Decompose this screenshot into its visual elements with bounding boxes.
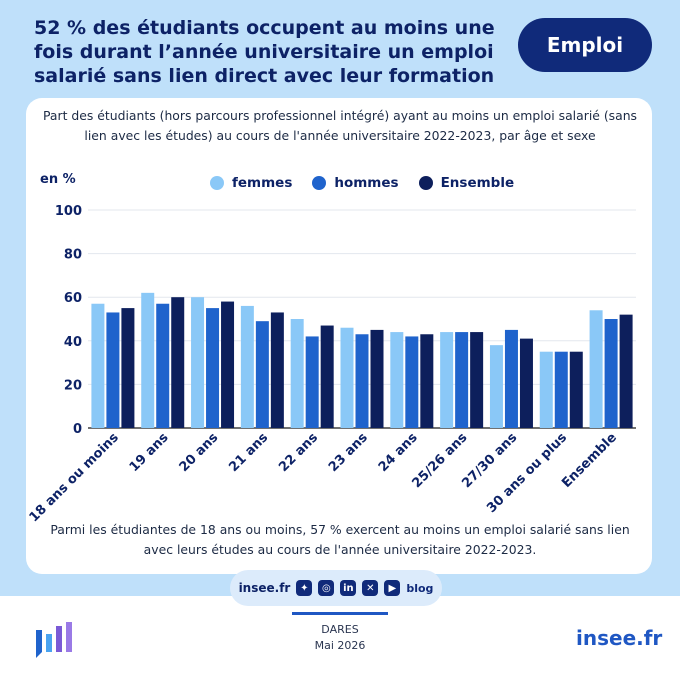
bar-ensemble [470,332,484,428]
bar-hommes [355,334,369,428]
bar-ensemble [519,338,533,428]
legend-label-femmes: femmes [232,175,293,191]
bar-femmes [290,319,304,428]
bar-ensemble [619,314,633,428]
x-tick-label: 22 ans [276,430,321,475]
page-title: 52 % des étudiants occupent au moins une… [34,17,495,87]
bar-hommes [106,312,120,428]
legend-item-femmes: femmes [210,175,292,191]
chart-legend: femmes hommes Ensemble [210,175,514,191]
bar-ensemble [171,297,185,428]
x-tick-label: 24 ans [376,430,421,475]
bar-femmes [440,332,454,428]
y-tick-label: 40 [64,335,82,350]
bar-hommes [504,329,518,428]
bluesky-icon[interactable]: ✦ [296,580,313,596]
brand-link[interactable]: insee.fr [576,626,663,650]
y-axis-unit: en % [40,172,76,187]
youtube-icon[interactable]: ▶ [384,580,401,596]
legend-label-hommes: hommes [334,175,399,191]
bar-hommes [305,336,319,428]
bar-ensemble [221,301,235,428]
bar-femmes [539,351,553,428]
instagram-icon[interactable]: ◎ [318,580,335,596]
chart-subtitle: Part des étudiants (hors parcours profes… [42,108,638,143]
footer [0,596,680,680]
bar-femmes [191,297,205,428]
legend-dot-femmes [210,176,224,190]
bar-ensemble [370,329,384,428]
bar-ensemble [270,312,284,428]
legend-label-ensemble: Ensemble [440,175,515,191]
y-tick-label: 0 [73,422,82,437]
bar-hommes [255,321,269,428]
chart-note: Parmi les étudiantes de 18 ans ou moins,… [50,522,630,557]
blog-icon[interactable]: blog [406,581,434,595]
legend-dot-ensemble [418,176,433,190]
x-tick-label: 20 ans [177,430,222,475]
bar-hommes [405,336,419,428]
x-tick-label: 19 ans [127,430,172,475]
bar-femmes [91,303,105,428]
legend-item-ensemble: Ensemble [418,175,515,191]
y-tick-label: 80 [64,248,82,263]
bar-hommes [156,303,170,428]
y-tick-label: 100 [55,204,82,219]
category-badge: Emploi [518,18,652,72]
x-tick-label: 23 ans [326,430,371,475]
x-icon[interactable]: ✕ [362,580,379,596]
site-link[interactable]: insee.fr [238,581,291,595]
bar-femmes [589,310,603,428]
bar-femmes [141,292,155,428]
bar-hommes [455,332,469,428]
bar-ensemble [569,351,583,428]
linkedin-icon[interactable]: in [340,580,357,596]
y-tick-label: 20 [64,378,82,393]
social-bar: insee.fr ✦ ◎ in ✕ ▶ blog [230,570,442,606]
bar-ensemble [420,334,434,428]
y-tick-label: 60 [64,291,82,306]
bar-ensemble [320,325,334,428]
source-label: DARES [321,623,359,636]
bar-femmes [489,345,503,428]
x-tick-label: 21 ans [226,430,271,475]
bar-hommes [206,308,220,428]
legend-item-hommes: hommes [312,175,399,191]
bar-hommes [554,351,568,428]
bar-ensemble [121,308,135,428]
bar-hommes [604,319,618,428]
bar-femmes [240,305,254,428]
bar-femmes [340,327,354,428]
bar-femmes [390,332,404,428]
insee-logo-icon [36,622,72,658]
publication-date: Mai 2026 [314,639,366,652]
source-block: DARES Mai 2026 [290,622,390,654]
legend-dot-hommes [312,176,327,190]
x-tick-label: 18 ans ou moins [27,430,122,525]
social-divider [292,612,388,615]
